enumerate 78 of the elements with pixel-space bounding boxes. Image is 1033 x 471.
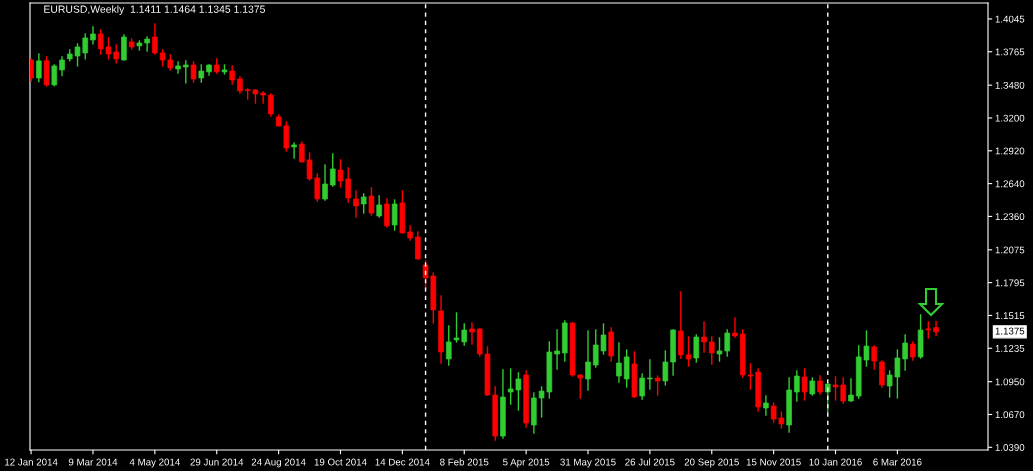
y-tick-label: 1.1515 <box>995 312 1025 320</box>
y-tick-label: 1.0390 <box>995 444 1025 451</box>
candlestick <box>701 321 707 353</box>
x-tick-label: 4 May 2014 <box>129 458 180 468</box>
candlestick <box>353 190 359 218</box>
y-tick-label: 1.3765 <box>995 48 1025 56</box>
candlestick <box>801 368 808 401</box>
candlestick <box>268 93 274 117</box>
y-tick-label: 1.3480 <box>995 81 1025 89</box>
y-tick-label: 1.2640 <box>995 180 1025 188</box>
x-tick-label: 9 Mar 2014 <box>68 458 118 466</box>
candlestick <box>585 330 591 391</box>
chart-title: EURUSD,Weekly 1.1411 1.1464 1.1345 1.1375 <box>44 5 265 15</box>
x-tick-label: 26 Jul 2015 <box>625 458 675 466</box>
candlestick <box>152 23 158 55</box>
candlestick <box>391 199 398 231</box>
candlestick <box>291 142 297 159</box>
x-tick-label: 29 Jun 2014 <box>190 458 244 466</box>
candlestick <box>36 53 42 83</box>
candlestick <box>639 373 645 400</box>
candlestick <box>623 349 630 388</box>
candlestick <box>360 193 367 214</box>
candlestick <box>415 231 421 260</box>
candlestick <box>794 370 800 402</box>
y-tick-label: 1.0670 <box>995 411 1025 419</box>
candlestick <box>322 164 328 201</box>
candlestick <box>121 34 127 61</box>
candlestick <box>933 320 939 337</box>
candlestick <box>59 56 65 77</box>
candlestick <box>732 317 738 338</box>
candlestick <box>446 325 452 366</box>
candlestick <box>183 60 189 84</box>
candlestick <box>384 198 390 228</box>
candlestick <box>229 65 235 85</box>
x-tick-label: 15 Nov 2015 <box>746 458 801 466</box>
candlestick <box>708 336 715 365</box>
candlestick <box>825 383 831 413</box>
candlestick <box>190 61 197 83</box>
candlestick <box>871 345 877 370</box>
candlestick <box>51 64 58 87</box>
y-tick-label: 1.1235 <box>995 345 1025 352</box>
candlestick <box>90 26 96 45</box>
candlestick <box>376 195 382 218</box>
candlestick <box>647 359 653 390</box>
x-tick-label: 8 Feb 2015 <box>440 458 489 466</box>
candlestick <box>879 360 885 388</box>
y-tick-label: 1.1795 <box>995 279 1025 287</box>
candlestick <box>654 375 661 396</box>
candlestick <box>662 350 669 386</box>
candlestick <box>368 187 375 216</box>
candlestick <box>554 329 560 370</box>
candlestick <box>910 341 916 361</box>
text: 1.1375 <box>995 327 1025 335</box>
x-tick-label: 31 May 2015 <box>560 458 616 468</box>
candlestick <box>848 378 854 402</box>
y-tick-label: 1.3200 <box>995 114 1025 122</box>
y-tick-label: 1.2920 <box>995 147 1025 155</box>
y-tick-label: 1.2360 <box>995 213 1025 221</box>
y-tick-label: 1.4045 <box>995 15 1025 23</box>
x-tick-label: 19 Oct 2014 <box>314 458 367 466</box>
candlestick <box>902 334 908 371</box>
x-tick-label: 20 Sep 2015 <box>684 458 739 468</box>
x-tick-label: 14 Dec 2014 <box>375 458 430 466</box>
candlestick <box>469 322 475 345</box>
candlestick <box>329 153 336 187</box>
x-tick-label: 5 Apr 2015 <box>503 458 550 468</box>
y-tick-label: 1.0950 <box>995 378 1025 386</box>
y-tick-label: 1.2075 <box>995 246 1025 254</box>
x-tick-label: 10 Jan 2016 <box>809 458 862 466</box>
candlestick <box>616 342 622 383</box>
x-tick-label: 12 Jan 2014 <box>5 458 58 466</box>
candlestick <box>144 36 150 52</box>
candlestick <box>260 91 266 104</box>
candlestick <box>175 61 181 74</box>
candlestick <box>763 395 769 416</box>
x-tick-label: 24 Aug 2014 <box>251 458 306 468</box>
x-tick-label: 6 Mar 2016 <box>873 458 922 466</box>
candlestick <box>693 334 700 363</box>
